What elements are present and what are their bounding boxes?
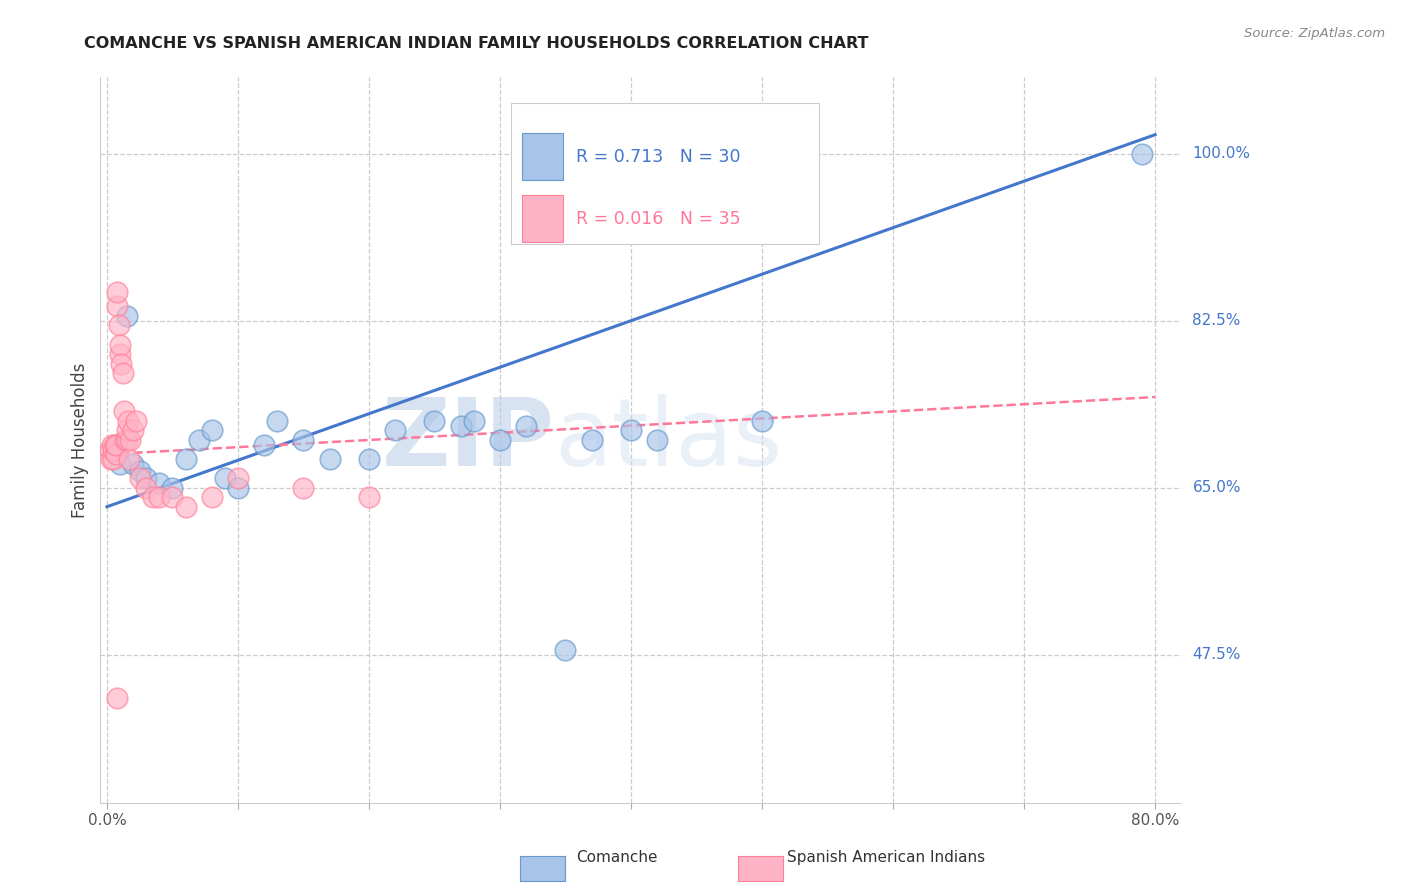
Point — [489, 433, 512, 447]
Y-axis label: Family Households: Family Households — [72, 362, 89, 517]
Point — [104, 438, 127, 452]
Text: 100.0%: 100.0% — [1192, 146, 1250, 161]
Point — [103, 452, 125, 467]
Text: 47.5%: 47.5% — [1192, 647, 1240, 662]
Text: Spanish American Indians: Spanish American Indians — [787, 850, 986, 864]
Point — [253, 438, 276, 452]
Point — [100, 452, 122, 467]
Point — [115, 309, 138, 323]
Point — [142, 490, 165, 504]
Point — [111, 366, 134, 380]
Point — [162, 481, 184, 495]
Point — [122, 457, 145, 471]
FancyBboxPatch shape — [522, 195, 562, 243]
FancyBboxPatch shape — [522, 133, 562, 180]
Point — [174, 500, 197, 514]
Point — [112, 404, 135, 418]
Point — [135, 471, 157, 485]
Point — [135, 481, 157, 495]
Text: R = 0.713   N = 30: R = 0.713 N = 30 — [576, 147, 741, 166]
Point — [384, 424, 406, 438]
Point — [108, 457, 131, 471]
Point — [214, 471, 236, 485]
Point — [105, 447, 128, 461]
Point — [125, 414, 148, 428]
Point — [463, 414, 485, 428]
Point — [103, 442, 125, 457]
Point — [1130, 146, 1153, 161]
Text: atlas: atlas — [554, 394, 783, 486]
Point — [107, 318, 129, 333]
Point — [110, 357, 132, 371]
Point — [148, 475, 170, 490]
Point — [105, 300, 128, 314]
Point — [114, 433, 136, 447]
Point — [162, 490, 184, 504]
Point — [108, 337, 131, 351]
Point — [357, 452, 380, 467]
Point — [357, 490, 380, 504]
Point — [120, 433, 142, 447]
Point — [226, 481, 249, 495]
Point — [117, 414, 139, 428]
Point — [105, 285, 128, 299]
Point — [226, 471, 249, 485]
Point — [318, 452, 340, 467]
Point — [105, 690, 128, 705]
Point — [554, 643, 576, 657]
Point — [108, 347, 131, 361]
Point — [115, 433, 138, 447]
Text: R = 0.016   N = 35: R = 0.016 N = 35 — [576, 210, 741, 227]
Point — [292, 481, 315, 495]
Text: ZIP: ZIP — [381, 394, 554, 486]
Point — [122, 424, 145, 438]
Point — [101, 438, 124, 452]
Text: 65.0%: 65.0% — [1192, 480, 1241, 495]
Point — [620, 424, 643, 438]
Point — [105, 438, 128, 452]
Point — [515, 418, 537, 433]
Point — [128, 471, 150, 485]
Point — [148, 490, 170, 504]
FancyBboxPatch shape — [512, 103, 820, 244]
Point — [645, 433, 668, 447]
Point — [115, 424, 138, 438]
Point — [187, 433, 209, 447]
Point — [105, 438, 128, 452]
Point — [423, 414, 446, 428]
Text: COMANCHE VS SPANISH AMERICAN INDIAN FAMILY HOUSEHOLDS CORRELATION CHART: COMANCHE VS SPANISH AMERICAN INDIAN FAMI… — [84, 36, 869, 51]
Point — [450, 418, 472, 433]
Point — [201, 490, 224, 504]
Point — [201, 424, 224, 438]
Point — [751, 414, 773, 428]
Point — [581, 433, 603, 447]
Text: Comanche: Comanche — [576, 850, 658, 864]
Point — [118, 452, 141, 467]
Point — [266, 414, 288, 428]
Text: 82.5%: 82.5% — [1192, 313, 1240, 328]
Point — [128, 463, 150, 477]
Point — [174, 452, 197, 467]
Point — [98, 442, 121, 457]
Point — [292, 433, 315, 447]
Text: Source: ZipAtlas.com: Source: ZipAtlas.com — [1244, 27, 1385, 40]
